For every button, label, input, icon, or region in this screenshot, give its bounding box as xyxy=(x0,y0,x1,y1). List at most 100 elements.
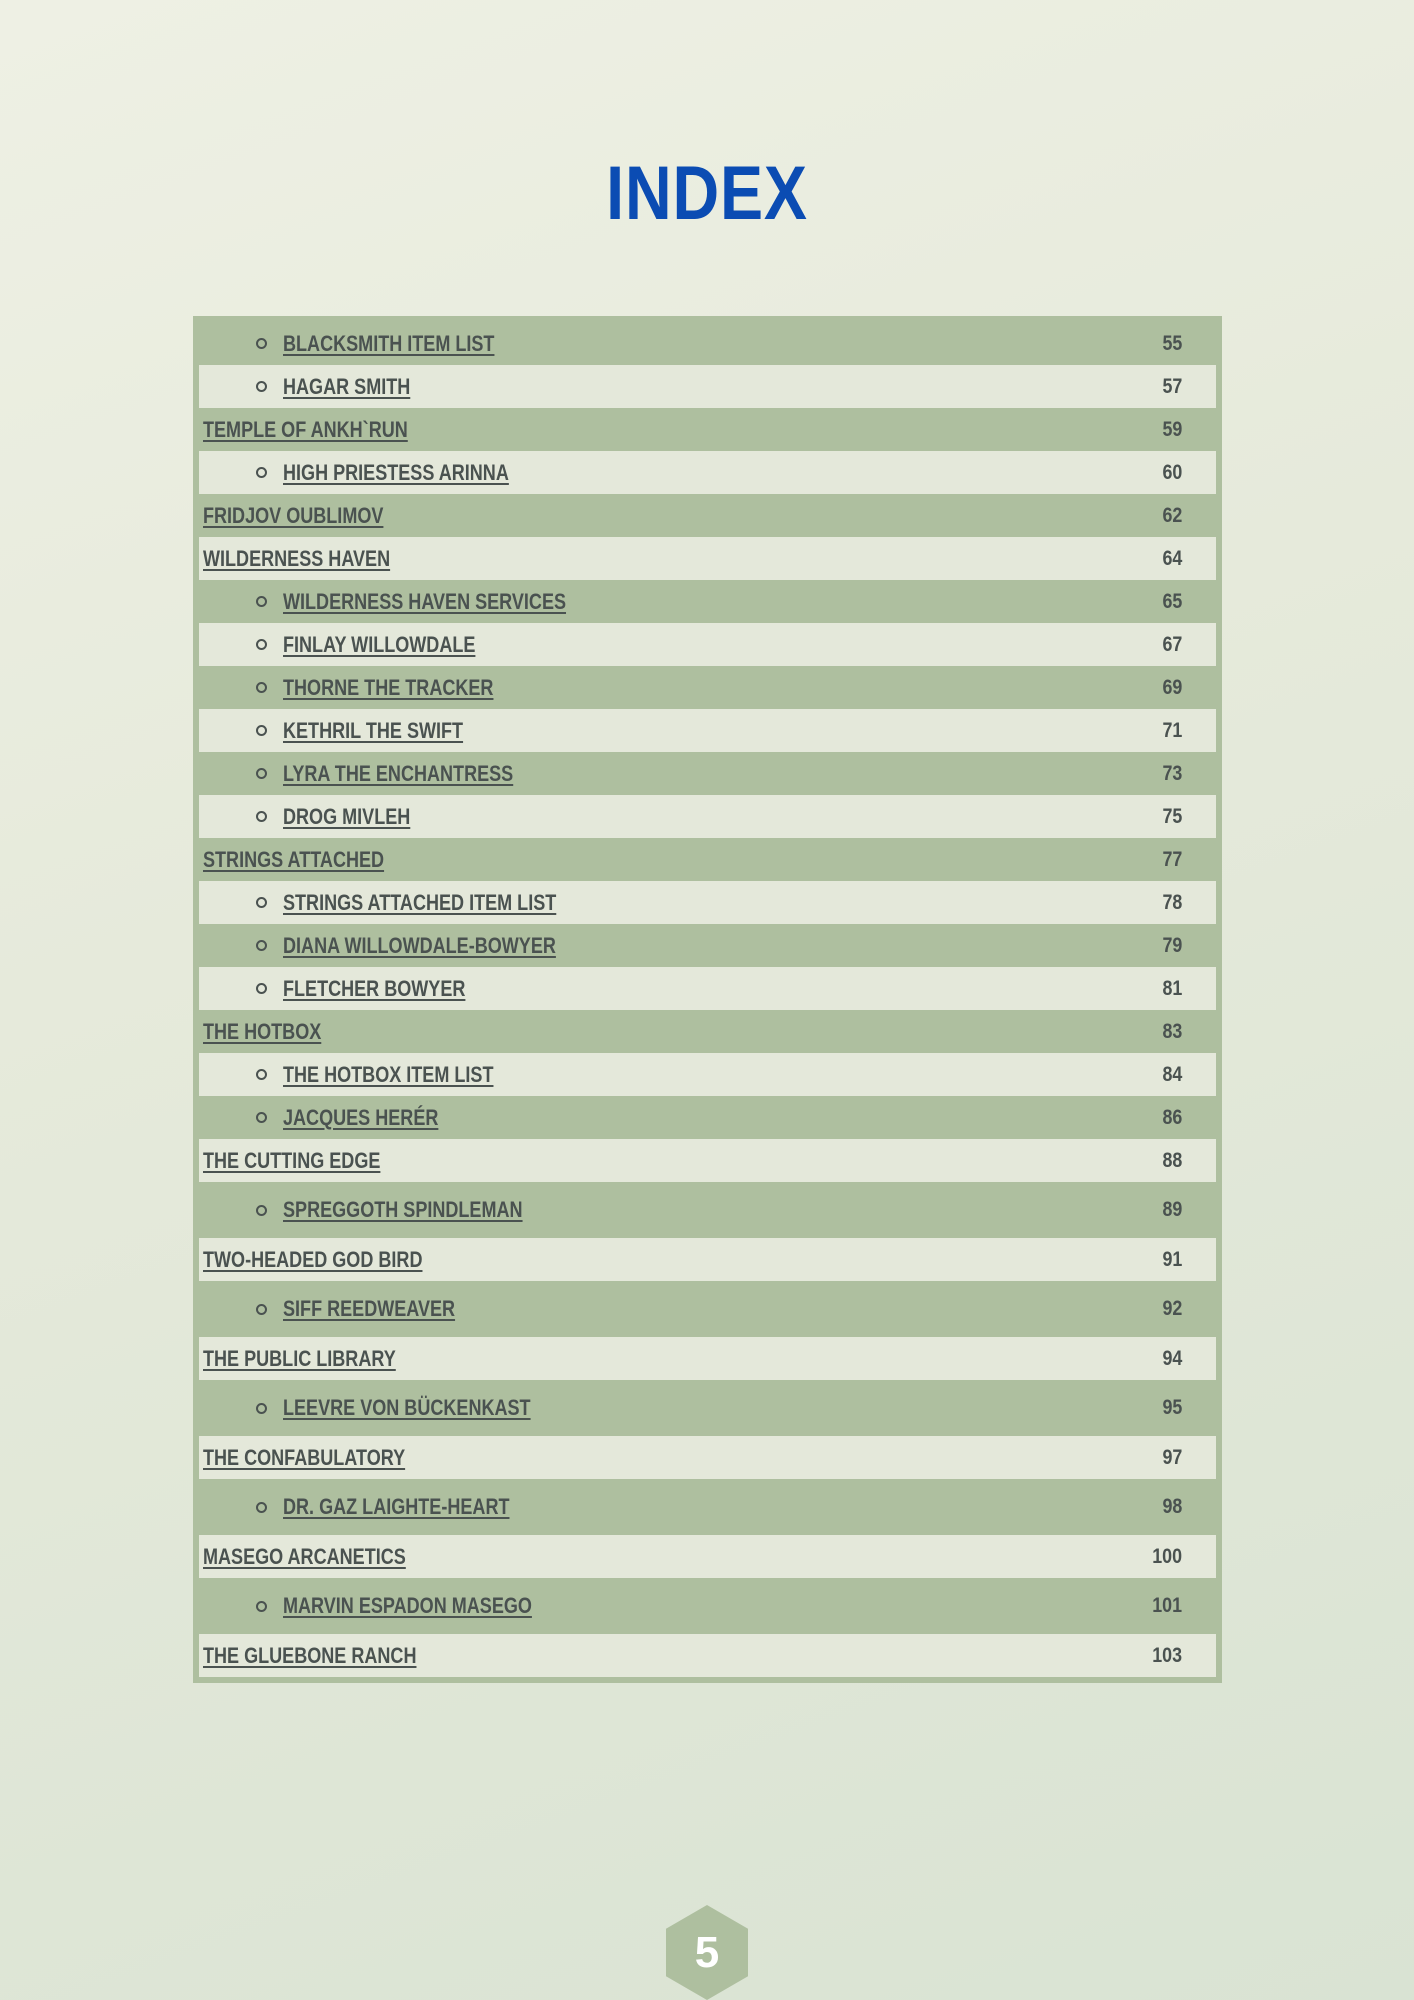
index-entry-link[interactable]: THE PUBLIC LIBRARY xyxy=(203,1345,396,1371)
index-entry-link[interactable]: DIANA WILLOWDALE-BOWYER xyxy=(283,932,556,958)
index-entry-link[interactable]: FINLAY WILLOWDALE xyxy=(283,631,476,657)
index-entry-page: 65 xyxy=(1162,589,1182,613)
index-entry-link[interactable]: TWO-HEADED GOD BIRD xyxy=(203,1246,423,1272)
page-number-badge: 5 xyxy=(666,1905,748,2000)
index-entry-link[interactable]: THE HOTBOX xyxy=(203,1018,322,1044)
index-entry-page: 78 xyxy=(1162,890,1182,914)
index-entry-page: 103 xyxy=(1152,1643,1182,1667)
index-entry[interactable]: DROG MIVLEH 75 xyxy=(199,795,1216,838)
bullet-icon xyxy=(256,768,267,779)
bullet-icon xyxy=(256,940,267,951)
index-entry[interactable]: SPREGGOTH SPINDLEMAN 89 xyxy=(193,1182,1222,1238)
index-entry[interactable]: MASEGO ARCANETICS 100 xyxy=(199,1535,1216,1578)
index-entry[interactable]: MARVIN ESPADON MASEGO 101 xyxy=(193,1578,1222,1634)
bullet-icon xyxy=(256,1303,267,1315)
index-entry[interactable]: STRINGS ATTACHED ITEM LIST 78 xyxy=(199,881,1216,924)
bullet-icon xyxy=(256,467,267,478)
bullet-icon xyxy=(256,381,267,392)
index-entry-link[interactable]: THORNE THE TRACKER xyxy=(283,674,494,700)
index-entry-link[interactable]: KETHRIL THE SWIFT xyxy=(283,717,464,743)
index-entry[interactable]: THE PUBLIC LIBRARY 94 xyxy=(199,1337,1216,1380)
index-entry-link[interactable]: MARVIN ESPADON MASEGO xyxy=(283,1593,532,1618)
index-entry-link[interactable]: SPREGGOTH SPINDLEMAN xyxy=(283,1197,523,1222)
index-entry-page: 55 xyxy=(1162,331,1182,355)
index-entry-link[interactable]: THE GLUEBONE RANCH xyxy=(203,1642,417,1668)
index-entry-page: 88 xyxy=(1162,1148,1182,1172)
bullet-icon xyxy=(256,983,267,994)
index-entry-link[interactable]: LYRA THE ENCHANTRESS xyxy=(283,760,514,786)
bullet-icon xyxy=(256,639,267,650)
index-entry[interactable]: LEEVRE VON BÜCKENKAST 95 xyxy=(193,1380,1222,1436)
bullet-icon xyxy=(256,725,267,736)
index-entry[interactable]: JACQUES HERÉR 86 xyxy=(193,1096,1222,1139)
index-entry-link[interactable]: WILDERNESS HAVEN SERVICES xyxy=(283,588,567,614)
index-entry-link[interactable]: JACQUES HERÉR xyxy=(283,1104,439,1130)
bullet-icon xyxy=(256,1600,267,1612)
index-entry-link[interactable]: SIFF REEDWEAVER xyxy=(283,1296,456,1321)
index-entry[interactable]: THE GLUEBONE RANCH 103 xyxy=(199,1634,1216,1677)
index-entry-page: 57 xyxy=(1162,374,1182,398)
page-title: INDEX xyxy=(606,151,808,236)
index-entry-link[interactable]: HIGH PRIESTESS ARINNA xyxy=(283,459,509,485)
bullet-icon xyxy=(256,811,267,822)
index-entry-link[interactable]: STRINGS ATTACHED ITEM LIST xyxy=(283,889,557,915)
index-entry-page: 73 xyxy=(1162,761,1182,785)
index-entry-link[interactable]: STRINGS ATTACHED xyxy=(203,846,385,872)
bullet-icon xyxy=(256,1204,267,1216)
index-entry-link[interactable]: THE CUTTING EDGE xyxy=(203,1147,381,1173)
index-entry[interactable]: FINLAY WILLOWDALE 67 xyxy=(199,623,1216,666)
index-entry-link[interactable]: THE HOTBOX ITEM LIST xyxy=(283,1061,494,1087)
index-entry[interactable]: FLETCHER BOWYER 81 xyxy=(199,967,1216,1010)
index-entry-link[interactable]: THE CONFABULATORY xyxy=(203,1444,406,1470)
index-entry-page: 94 xyxy=(1162,1346,1182,1370)
index-entry-link[interactable]: FRIDJOV OUBLIMOV xyxy=(203,502,384,528)
index-entry[interactable]: SIFF REEDWEAVER 92 xyxy=(193,1281,1222,1337)
bullet-icon xyxy=(256,682,267,693)
index-entry-link[interactable]: MASEGO ARCANETICS xyxy=(203,1543,406,1569)
index-entry[interactable]: DIANA WILLOWDALE-BOWYER 79 xyxy=(193,924,1222,967)
bullet-icon xyxy=(256,1501,267,1513)
index-entry[interactable]: DR. GAZ LAIGHTE-HEART 98 xyxy=(193,1479,1222,1535)
index-entry-page: 60 xyxy=(1162,460,1182,484)
index-entry-page: 62 xyxy=(1162,503,1182,527)
index-entry[interactable]: HIGH PRIESTESS ARINNA 60 xyxy=(199,451,1216,494)
index-entry[interactable]: HAGAR SMITH 57 xyxy=(199,365,1216,408)
index-entry-page: 101 xyxy=(1152,1594,1182,1617)
index-entry-page: 75 xyxy=(1162,804,1182,828)
index-entry-link[interactable]: WILDERNESS HAVEN xyxy=(203,545,391,571)
index-entry-link[interactable]: LEEVRE VON BÜCKENKAST xyxy=(283,1395,531,1420)
index-entry[interactable]: THORNE THE TRACKER 69 xyxy=(193,666,1222,709)
index-entry[interactable]: STRINGS ATTACHED 77 xyxy=(193,838,1222,881)
index-entry-link[interactable]: DR. GAZ LAIGHTE-HEART xyxy=(283,1494,510,1519)
index-entry-page: 98 xyxy=(1162,1495,1182,1518)
index-entry-page: 69 xyxy=(1162,675,1182,699)
index-entry-page: 64 xyxy=(1162,546,1182,570)
index-entry-link[interactable]: DROG MIVLEH xyxy=(283,803,411,829)
index-entry-page: 81 xyxy=(1162,976,1182,1000)
index-entry[interactable]: LYRA THE ENCHANTRESS 73 xyxy=(193,752,1222,795)
index-entry[interactable]: TEMPLE OF ANKH`RUN 59 xyxy=(193,408,1222,451)
index-entry-link[interactable]: TEMPLE OF ANKH`RUN xyxy=(203,416,408,442)
index-entry-link[interactable]: HAGAR SMITH xyxy=(283,373,411,399)
index-entry[interactable]: TWO-HEADED GOD BIRD 91 xyxy=(199,1238,1216,1281)
index-entry-page: 86 xyxy=(1162,1105,1182,1129)
index-entry[interactable]: THE CUTTING EDGE 88 xyxy=(199,1139,1216,1182)
index-entry-page: 100 xyxy=(1152,1544,1182,1568)
index-entry-page: 71 xyxy=(1162,718,1182,742)
index-entry[interactable]: WILDERNESS HAVEN SERVICES 65 xyxy=(193,580,1222,623)
index-entry[interactable]: FRIDJOV OUBLIMOV 62 xyxy=(193,494,1222,537)
bullet-icon xyxy=(256,1402,267,1414)
index-entry[interactable]: THE HOTBOX ITEM LIST 84 xyxy=(199,1053,1216,1096)
index-entry[interactable]: WILDERNESS HAVEN 64 xyxy=(199,537,1216,580)
index-entry-page: 83 xyxy=(1162,1019,1182,1043)
index-entry-page: 95 xyxy=(1162,1396,1182,1419)
index-entry-link[interactable]: BLACKSMITH ITEM LIST xyxy=(283,330,495,356)
index-entry-link[interactable]: FLETCHER BOWYER xyxy=(283,975,466,1001)
index-entry-page: 91 xyxy=(1162,1247,1182,1271)
index-entry[interactable]: BLACKSMITH ITEM LIST 55 xyxy=(193,322,1222,365)
index-entry-page: 79 xyxy=(1162,933,1182,957)
index-entry[interactable]: THE CONFABULATORY 97 xyxy=(199,1436,1216,1479)
index-entry[interactable]: THE HOTBOX 83 xyxy=(193,1010,1222,1053)
bullet-icon xyxy=(256,897,267,908)
index-entry[interactable]: KETHRIL THE SWIFT 71 xyxy=(199,709,1216,752)
